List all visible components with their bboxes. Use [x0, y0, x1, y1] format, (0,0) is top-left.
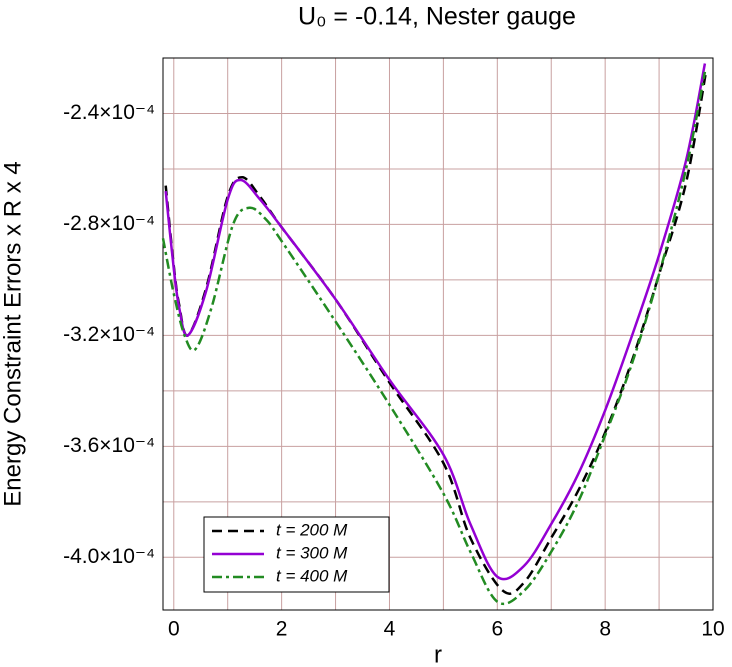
legend-label: t = 400 M — [276, 566, 348, 585]
y-tick-label: -3.6×10⁻⁴ — [63, 434, 155, 457]
x-tick-label: 4 — [384, 618, 396, 641]
y-axis-label: Energy Constraint Errors x R x 4 — [0, 161, 26, 506]
plot-frame — [162, 57, 714, 611]
x-tick-label: 0 — [168, 618, 180, 641]
x-tick-label: 6 — [491, 618, 503, 641]
y-tick-label: -2.8×10⁻⁴ — [63, 212, 155, 235]
legend-label: t = 300 M — [276, 543, 348, 562]
x-tick-label: 8 — [599, 618, 611, 641]
x-tick-label: 2 — [276, 618, 288, 641]
legend-label: t = 200 M — [276, 520, 348, 539]
x-tick-label: 10 — [701, 618, 724, 641]
y-tick-label: -3.2×10⁻⁴ — [63, 323, 155, 346]
y-tick-label: -2.4×10⁻⁴ — [63, 101, 155, 124]
chart-title: U₀ = -0.14, Nester gauge — [298, 3, 576, 31]
x-axis-label: r — [434, 641, 442, 667]
y-tick-label: -4.0×10⁻⁴ — [63, 545, 155, 568]
series-line — [164, 63, 707, 581]
series-line — [161, 71, 707, 606]
series-line — [164, 71, 708, 595]
